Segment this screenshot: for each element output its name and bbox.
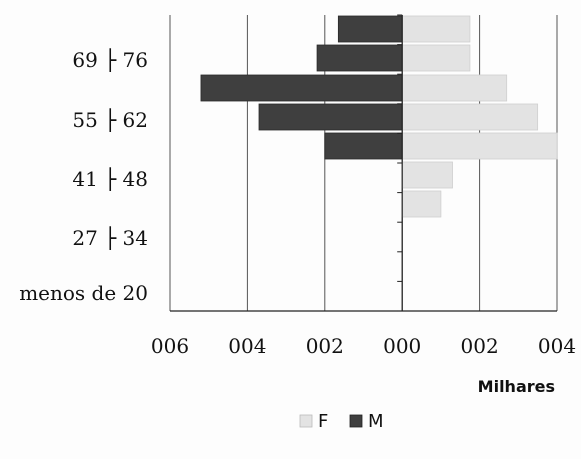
bar-f: [401, 74, 508, 102]
legend-label: M: [368, 411, 384, 432]
bar-m: [200, 74, 403, 102]
category-labels: menos de 20 27 ├ 34 41 ├ 48 55 ├ 62 69 ├ 76: [19, 48, 148, 305]
bar-f: [401, 161, 453, 189]
category-tick-label: 27 ├ 34: [72, 226, 148, 250]
bar-f: [401, 44, 471, 72]
legend-label: F: [318, 411, 328, 432]
category-tick-label: 69 ├ 76: [72, 48, 148, 72]
x-tick-label: 002: [306, 334, 344, 358]
x-tick-label: 006: [151, 334, 189, 358]
bar-m: [316, 44, 403, 72]
bar-m: [337, 15, 403, 43]
legend-swatch: [299, 414, 313, 428]
category-tick-label: 41 ├ 48: [72, 167, 148, 191]
bar-f: [401, 15, 471, 43]
legend-swatch: [349, 414, 363, 428]
category-tick-label: 55 ├ 62: [72, 108, 148, 132]
bar-m: [324, 132, 403, 160]
axes: [170, 14, 557, 312]
bar-f: [401, 132, 558, 160]
bars: [200, 15, 558, 218]
x-tick-label: 004: [228, 334, 266, 358]
bar-f: [401, 103, 539, 131]
bar-m: [258, 103, 403, 131]
x-tick-labels: 006 004 002 000 002 004: [151, 334, 576, 358]
x-tick-label: 002: [461, 334, 499, 358]
x-axis-title: Milhares: [478, 377, 555, 396]
category-tick-label: menos de 20: [19, 281, 148, 305]
x-tick-label: 000: [383, 334, 421, 358]
bar-f: [401, 190, 442, 218]
x-tick-label: 004: [538, 334, 576, 358]
